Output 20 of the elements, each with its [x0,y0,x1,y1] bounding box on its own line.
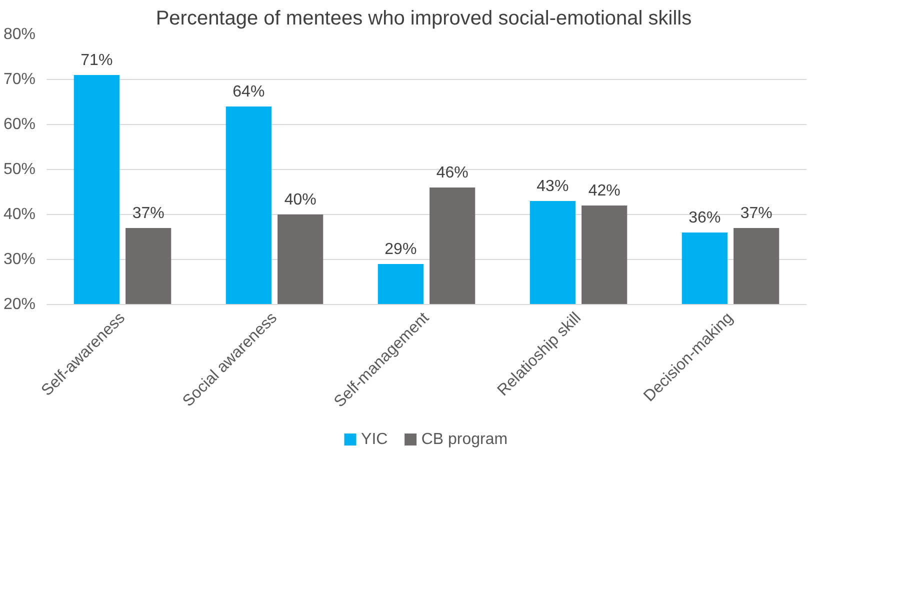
data-label: 43% [536,178,569,195]
y-tick-label: 70% [3,71,36,88]
y-tick-label: 60% [3,116,36,133]
data-label: 37% [740,205,772,222]
data-label: 29% [384,241,417,258]
y-tick-label: 50% [3,161,36,178]
y-tick-label: 20% [3,296,36,313]
y-tick-label: 30% [3,251,36,268]
data-label: 71% [80,52,113,69]
data-label: 36% [688,210,721,226]
y-tick-label: 80% [3,26,36,43]
data-label: 40% [284,192,316,208]
data-label: 37% [132,205,164,222]
legend-label: CB program [421,431,508,448]
data-label: 46% [436,164,468,182]
data-label: 42% [588,182,620,200]
chart-title: Percentage of mentees who improved social-emotional skills [156,8,692,30]
y-tick-label: 40% [3,206,36,223]
data-label: 64% [232,84,265,100]
legend-label: YIC [361,431,388,448]
